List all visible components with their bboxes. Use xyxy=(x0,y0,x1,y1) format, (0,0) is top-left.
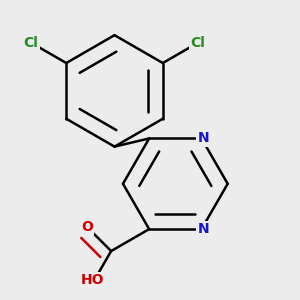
Text: N: N xyxy=(197,222,209,236)
Text: N: N xyxy=(197,131,209,146)
Text: Cl: Cl xyxy=(190,36,205,50)
Text: O: O xyxy=(81,220,93,234)
Text: Cl: Cl xyxy=(24,36,39,50)
Text: HO: HO xyxy=(81,273,104,287)
